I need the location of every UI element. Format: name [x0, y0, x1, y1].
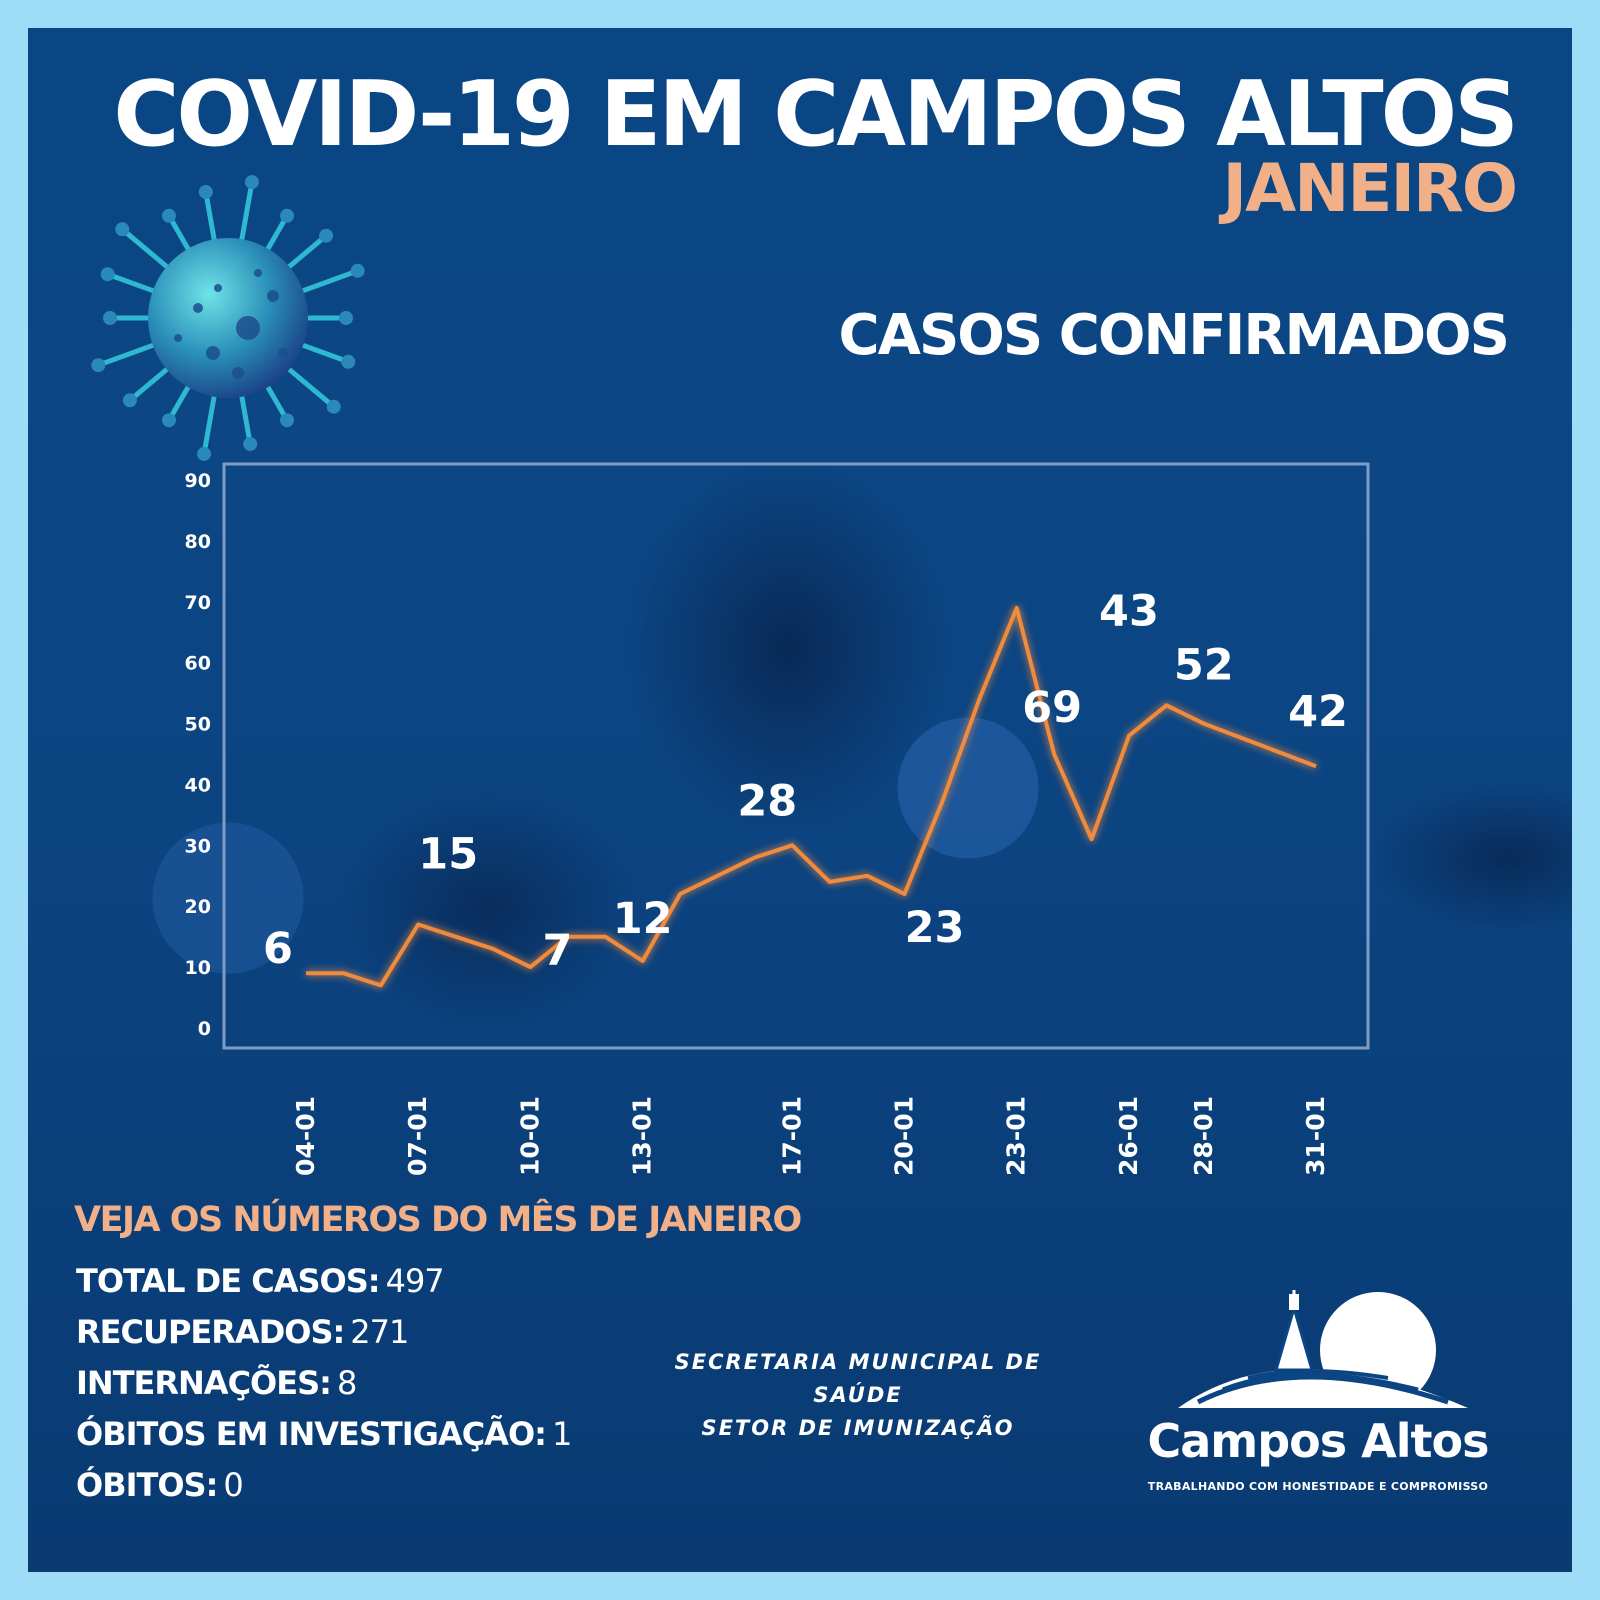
y-tick-label: 70 — [185, 592, 211, 614]
x-tick-label: 23-01 — [1002, 1096, 1031, 1176]
series-line — [306, 605, 1317, 988]
x-tick-label: 20-01 — [890, 1096, 919, 1176]
x-tick-label: 07-01 — [403, 1096, 432, 1176]
data-label: 12 — [613, 894, 673, 944]
plot-frame — [222, 462, 1370, 1050]
data-label: 6 — [263, 924, 293, 974]
line-chart: 0 10 20 30 40 50 60 70 80 90 04-01 07-01 10-01 13-01… — [185, 462, 1370, 1176]
stat-deaths-under-investigation: ÓBITOS EM INVESTIGAÇÃO: 1 — [76, 1415, 572, 1453]
credit-line-2: SETOR DE IMUNIZAÇÃO — [701, 1416, 1015, 1440]
y-tick-label: 50 — [185, 714, 211, 736]
x-tick-label: 17-01 — [777, 1096, 806, 1176]
y-tick-label: 40 — [185, 774, 211, 796]
page-title: COVID-19 EM CAMPOS ALTOS — [113, 62, 1519, 167]
data-label: 43 — [1099, 587, 1159, 637]
data-label: 28 — [737, 776, 797, 826]
logo-tagline: TRABALHANDO COM HONESTIDADE E COMPROMISS… — [1147, 1480, 1489, 1493]
data-label: 52 — [1174, 641, 1234, 691]
x-tick-label: 13-01 — [628, 1096, 657, 1176]
credit-text: SECRETARIA MUNICIPAL DE SAÚDE SETOR DE I… — [628, 1346, 1088, 1445]
y-tick-label: 90 — [185, 470, 211, 492]
y-tick-label: 30 — [185, 835, 211, 857]
stat-recovered: RECUPERADOS: 271 — [76, 1313, 409, 1351]
x-tick-label: 28-01 — [1189, 1096, 1218, 1176]
summary-heading: VEJA OS NÚMEROS DO MÊS DE JANEIRO — [74, 1200, 802, 1240]
y-tick-label: 60 — [185, 653, 211, 675]
y-tick-label: 0 — [198, 1018, 211, 1040]
data-label: 23 — [905, 903, 965, 953]
month-subtitle: JANEIRO — [1222, 150, 1518, 227]
credit-line-1: SECRETARIA MUNICIPAL DE SAÚDE — [674, 1350, 1042, 1407]
data-label: 15 — [418, 829, 478, 879]
data-label: 69 — [1022, 683, 1082, 733]
stat-deaths: ÓBITOS: 0 — [76, 1466, 244, 1504]
y-tick-label: 80 — [185, 531, 211, 553]
poster: COVID-19 EM CAMPOS ALTOS JANEIRO CASOS C… — [28, 28, 1572, 1572]
data-label: 7 — [542, 926, 572, 976]
data-label: 42 — [1288, 687, 1348, 737]
x-tick-label: 31-01 — [1301, 1096, 1330, 1176]
x-tick-label: 10-01 — [515, 1096, 544, 1176]
chart-title: CASOS CONFIRMADOS — [838, 303, 1510, 368]
stat-hospitalizations: INTERNAÇÕES: 8 — [76, 1364, 357, 1402]
x-tick-label: 04-01 — [291, 1096, 320, 1176]
logo-name: Campos Altos — [1147, 1414, 1490, 1468]
logo-emblem — [1178, 1290, 1468, 1408]
y-tick-label: 10 — [185, 957, 211, 979]
x-tick-label: 26-01 — [1114, 1096, 1143, 1176]
y-tick-label: 20 — [185, 896, 211, 918]
summary-list: TOTAL DE CASOS: 497 RECUPERADOS: 271 INTER… — [76, 1256, 572, 1511]
stat-total-cases: TOTAL DE CASOS: 497 — [76, 1262, 445, 1300]
virus-icon — [91, 175, 365, 461]
